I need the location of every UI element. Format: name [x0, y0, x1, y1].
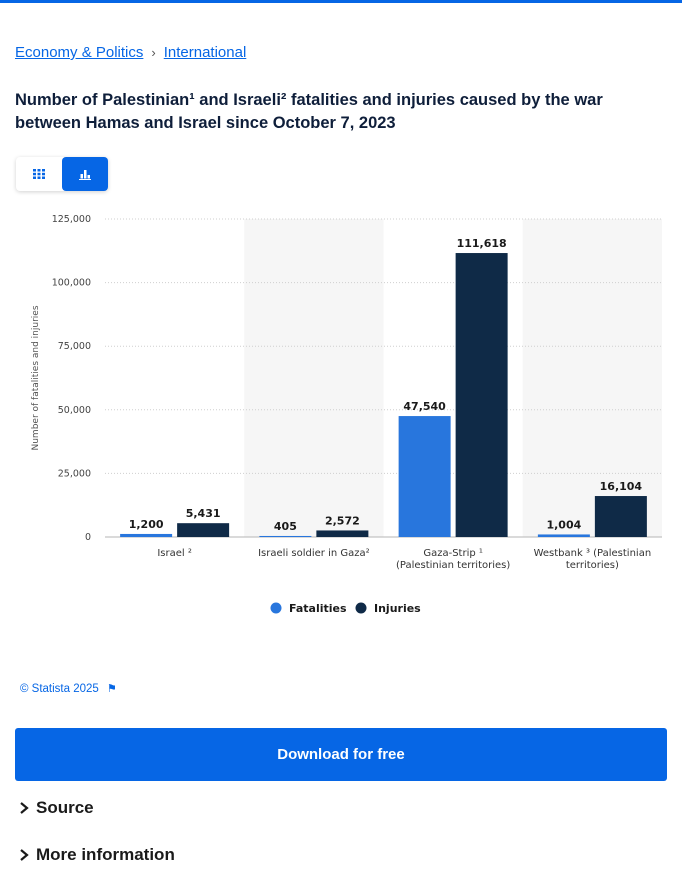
breadcrumb-separator: ›	[151, 45, 156, 60]
legend-label-injuries: Injuries	[374, 602, 421, 615]
breadcrumb-link-economy-politics[interactable]: Economy & Politics	[15, 44, 144, 61]
chevron-right-icon	[18, 801, 30, 815]
top-accent-bar	[0, 0, 682, 3]
bar-fatalities	[259, 535, 312, 537]
breadcrumb: Economy & Politics › International	[15, 44, 246, 61]
bar-fatalities	[398, 416, 451, 537]
bar-chart: 0 25,000 50,000 75,000 100,000 125,000 Number …	[31, 214, 662, 615]
table-view-button[interactable]	[16, 157, 62, 191]
chart-title: Number of Palestinian¹ and Israeli² fata…	[15, 91, 603, 132]
x-tick-label: (Palestinian territories)	[396, 560, 510, 571]
source-accordion[interactable]: Source	[18, 798, 94, 818]
more-information-accordion[interactable]: More information	[18, 845, 175, 865]
chevron-right-icon	[18, 848, 30, 862]
breadcrumb-link-international[interactable]: International	[163, 44, 247, 61]
legend-marker-injuries	[355, 602, 367, 614]
x-tick-label: territories)	[566, 560, 619, 571]
data-label: 47,540	[403, 400, 446, 413]
bar-injuries	[177, 523, 230, 537]
view-toggle	[16, 157, 108, 191]
y-tick-label: 100,000	[52, 278, 91, 289]
y-tick-label: 125,000	[52, 214, 91, 225]
y-tick-label: 50,000	[58, 405, 91, 416]
data-label: 111,618	[457, 237, 507, 250]
data-label: 2,572	[325, 514, 360, 527]
bar-injuries	[594, 496, 647, 537]
data-label: 5,431	[186, 507, 221, 520]
x-tick-label: Gaza-Strip ¹	[423, 548, 483, 559]
source-label: Source	[36, 798, 94, 817]
credit-text: © Statista 2025	[20, 682, 99, 695]
bar-fatalities	[537, 534, 590, 537]
x-tick-label: Israeli soldier in Gaza²	[258, 548, 370, 559]
data-label: 16,104	[600, 480, 643, 493]
bar-injuries	[455, 253, 508, 537]
data-label: 1,004	[546, 518, 581, 531]
table-grid-icon	[33, 169, 45, 179]
y-tick-label: 25,000	[58, 468, 91, 479]
statista-credit[interactable]: © Statista 2025 ⚑	[20, 682, 117, 696]
legend-label-fatalities: Fatalities	[289, 602, 347, 615]
more-information-label: More information	[36, 845, 175, 864]
category-band	[522, 219, 662, 537]
legend-marker-fatalities	[270, 602, 282, 614]
flag-icon: ⚑	[106, 683, 117, 695]
bar-fatalities	[120, 533, 173, 537]
data-label: 1,200	[129, 518, 164, 531]
chart-view-button[interactable]	[62, 157, 108, 191]
y-axis-label: Number of fatalities and injuries	[31, 305, 41, 450]
bar-chart-icon	[79, 169, 91, 180]
x-tick-label: Westbank ³ (Palestinian	[534, 548, 652, 559]
category-band	[244, 219, 384, 537]
y-tick-label: 0	[85, 532, 91, 543]
x-tick-label: Israel ²	[157, 548, 192, 559]
download-button[interactable]: Download for free	[15, 728, 667, 781]
y-tick-label: 75,000	[58, 341, 91, 352]
data-label: 405	[274, 520, 297, 533]
bar-injuries	[316, 530, 369, 537]
